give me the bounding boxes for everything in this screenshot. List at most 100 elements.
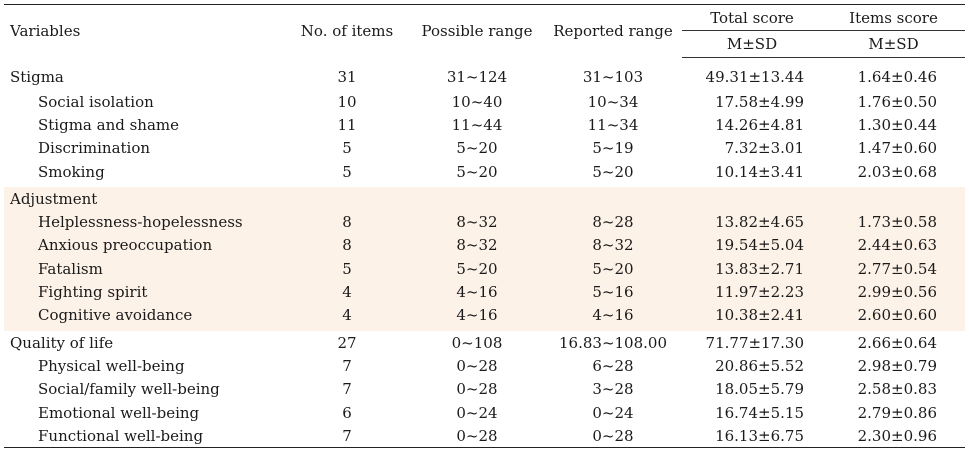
row-label: Social isolation (38, 92, 154, 111)
cell-items: 7 (342, 356, 352, 375)
row-label: Discrimination (38, 139, 151, 158)
header-total-score: Total score (682, 4, 822, 31)
cell-items (284, 187, 410, 211)
cell-possible-range: 0~108 (451, 333, 503, 352)
cell-total-score: 16.13±6.75 (682, 424, 822, 449)
cell-items-score: 1.47±0.60 (857, 139, 937, 158)
cell-items-score: 1.64±0.46 (857, 68, 937, 86)
cell-total-score: 11.97±2.23 (682, 280, 822, 304)
table-header: Variables No. of items Possible range Re… (4, 4, 965, 58)
cell-total-score: 20.86±5.52 (715, 356, 804, 375)
cell-items-score: 2.98±0.79 (857, 356, 937, 375)
cell-items-score: 1.30±0.44 (857, 115, 937, 134)
cell-reported-range: 8~32 (544, 233, 682, 258)
cell-reported-range: 5~20 (592, 162, 634, 181)
table-row: Helplessness-hopelessness 8 8~32 8~28 13… (4, 210, 965, 234)
group-stigma: Stigma 31 31~124 31~103 49.31±13.44 1.64… (4, 58, 965, 188)
row-label: Emotional well-being (38, 403, 200, 422)
table-row: Fatalism 5 5~20 5~20 13.83±2.71 2.77±0.5… (4, 257, 965, 281)
cell-possible-range: 10~40 (451, 92, 503, 111)
table-row: Adjustment (4, 187, 965, 211)
group-adjustment: Adjustment Helplessness-hopelessness 8 8… (4, 187, 965, 331)
cell-items: 31 (337, 67, 357, 86)
table-row: Discrimination 5 5~20 5~19 7.32±3.01 1.4… (4, 137, 965, 160)
table-row: Smoking 5 5~20 5~20 10.14±3.41 2.03±0.68 (4, 160, 965, 183)
cell-possible-range: 8~32 (410, 233, 544, 258)
cell-items: 4 (284, 280, 410, 304)
cell-possible-range: 4~16 (410, 280, 544, 304)
row-label: Helplessness-hopelessness (4, 210, 284, 234)
cell-possible-range (410, 187, 544, 211)
header-no-of-items: No. of items (284, 4, 410, 58)
table-row: Anxious preoccupation 8 8~32 8~32 19.54±… (4, 233, 965, 258)
group-label: Stigma (10, 67, 64, 86)
row-label: Anxious preoccupation (4, 233, 284, 258)
cell-reported-range: 11~34 (587, 115, 639, 134)
cell-reported-range: 31~103 (582, 67, 644, 86)
header-possible-range: Possible range (410, 4, 544, 58)
group-label: Quality of life (10, 333, 114, 352)
cell-total-score: 7.32±3.01 (724, 139, 804, 158)
row-label: Smoking (38, 162, 105, 181)
group-quality-of-life: Quality of life 27 0~108 16.83~108.00 71… (4, 331, 965, 449)
row-label: Fighting spirit (4, 280, 284, 304)
cell-total-score: 13.83±2.71 (682, 257, 822, 281)
cell-items: 10 (337, 92, 357, 111)
cell-items-score: 1.76±0.50 (857, 92, 937, 111)
cell-reported-range: 3~28 (592, 380, 634, 399)
row-label: Stigma and shame (38, 115, 180, 134)
cell-reported-range: 16.83~108.00 (559, 333, 667, 352)
cell-items: 5 (284, 257, 410, 281)
table-row: Social/family well-being 7 0~28 3~28 18.… (4, 378, 965, 401)
cell-reported-range: 10~34 (587, 92, 639, 111)
cell-reported-range: 4~16 (544, 303, 682, 327)
cell-items: 11 (337, 115, 357, 134)
table-row: Functional well-being 7 0~28 0~28 16.13±… (4, 424, 965, 449)
cell-reported-range: 0~24 (592, 403, 634, 422)
cell-total-score: 10.38±2.41 (682, 303, 822, 327)
cell-possible-range: 0~28 (410, 424, 544, 449)
cell-items-score: 2.77±0.54 (822, 257, 965, 281)
cell-possible-range: 4~16 (410, 303, 544, 327)
cell-items-score (822, 187, 965, 211)
cell-reported-range: 8~28 (544, 210, 682, 234)
cell-items: 27 (337, 333, 357, 352)
cell-total-score: 17.58±4.99 (715, 92, 804, 111)
cell-possible-range: 0~24 (456, 403, 498, 422)
cell-items-score: 2.99±0.56 (822, 280, 965, 304)
header-reported-range: Reported range (544, 4, 682, 58)
table-row: Quality of life 27 0~108 16.83~108.00 71… (4, 331, 965, 354)
cell-items: 6 (342, 403, 352, 422)
cell-possible-range: 5~20 (456, 139, 498, 158)
cell-items-score: 2.60±0.60 (822, 303, 965, 327)
table-row: Emotional well-being 6 0~24 0~24 16.74±5… (4, 401, 965, 424)
row-label: Functional well-being (4, 424, 284, 449)
table-row: Physical well-being 7 0~28 6~28 20.86±5.… (4, 354, 965, 377)
cell-items-score: 2.03±0.68 (857, 162, 937, 181)
cell-total-score: 71.77±17.30 (705, 333, 804, 352)
cell-items-score: 1.73±0.58 (822, 210, 965, 234)
cell-reported-range: 6~28 (592, 356, 634, 375)
cell-total-score: 19.54±5.04 (682, 233, 822, 258)
cell-items-score: 2.66±0.64 (857, 333, 937, 352)
cell-reported-range: 5~19 (592, 139, 634, 158)
cell-total-score (682, 187, 822, 211)
table-row: Social isolation 10 10~40 10~34 17.58±4.… (4, 90, 965, 113)
cell-items: 7 (284, 424, 410, 449)
row-label: Cognitive avoidance (4, 303, 284, 327)
cell-reported-range (544, 187, 682, 211)
cell-possible-range: 31~124 (446, 67, 508, 86)
table-row: Stigma and shame 11 11~44 11~34 14.26±4.… (4, 113, 965, 136)
cell-total-score: 16.74±5.15 (715, 403, 804, 422)
cell-items: 8 (284, 233, 410, 258)
cell-possible-range: 5~20 (456, 162, 498, 181)
cell-total-score: 14.26±4.81 (715, 115, 804, 134)
cell-items: 5 (342, 162, 352, 181)
cell-items: 7 (342, 380, 352, 399)
table-row: Fighting spirit 4 4~16 5~16 11.97±2.23 2… (4, 280, 965, 304)
header-total-msd: M±SD (682, 30, 822, 58)
cell-items-score: 2.79±0.86 (857, 403, 937, 422)
cell-items-score: 2.58±0.83 (857, 380, 937, 399)
table-row: Cognitive avoidance 4 4~16 4~16 10.38±2.… (4, 303, 965, 327)
cell-possible-range: 11~44 (451, 115, 503, 134)
